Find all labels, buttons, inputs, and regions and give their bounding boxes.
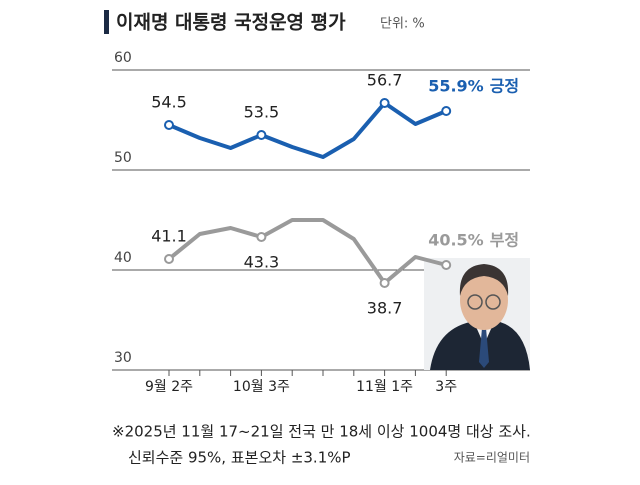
x-tick-label: 10월 3주 <box>233 379 290 395</box>
y-tick-label: 40 <box>114 250 132 266</box>
y-tick-label: 50 <box>114 150 132 166</box>
point-marker <box>379 278 390 288</box>
legend-label: 긍정 <box>490 77 519 96</box>
title-bar <box>104 10 109 34</box>
value-label: 43.3 <box>244 253 280 272</box>
legend-label: 부정 <box>490 231 519 250</box>
portrait <box>424 258 530 370</box>
note: ※2025년 11월 17~21일 전국 만 18세 이상 1004명 대상 조… <box>112 423 531 441</box>
series-line <box>167 218 447 285</box>
value-label: 38.7 <box>367 299 403 318</box>
point-marker <box>256 130 267 140</box>
point-marker <box>441 260 452 270</box>
chart-title: 이재명 대통령 국정운영 평가 <box>116 12 346 34</box>
series-line <box>168 101 447 159</box>
point-marker <box>164 254 174 264</box>
value-label: 41.1 <box>151 227 187 246</box>
y-tick-label: 60 <box>114 50 132 66</box>
point-marker <box>379 98 390 108</box>
value-label: 53.5 <box>244 103 280 122</box>
x-tick-label: 11월 1주 <box>356 379 413 395</box>
unit-label: 단위: % <box>380 17 425 32</box>
x-tick-label: 9월 2주 <box>145 379 193 395</box>
value-label: 40.5% <box>428 231 484 250</box>
note: 신뢰수준 95%, 표본오차 ±3.1%P <box>128 449 351 467</box>
x-tick-label: 3주 <box>435 379 457 395</box>
point-marker <box>441 106 452 116</box>
source: 자료=리얼미터 <box>454 451 530 465</box>
value-label: 56.7 <box>367 71 403 90</box>
value-label: 55.9% <box>428 77 484 96</box>
y-tick-label: 30 <box>114 350 132 366</box>
value-label: 54.5 <box>151 93 187 112</box>
point-marker <box>164 120 174 130</box>
point-marker <box>256 232 267 242</box>
